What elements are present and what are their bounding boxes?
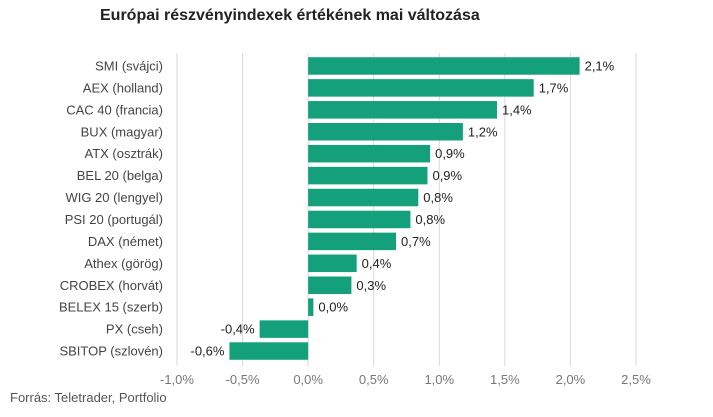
bar bbox=[229, 342, 309, 360]
bar bbox=[308, 188, 419, 207]
bar bbox=[308, 210, 411, 229]
category-label: WIG 20 (lengyel) bbox=[65, 190, 163, 205]
x-tick-label: 0,5% bbox=[359, 372, 389, 387]
bar bbox=[308, 232, 397, 251]
value-label: 0,8% bbox=[415, 212, 445, 227]
value-label: 1,7% bbox=[539, 80, 569, 95]
x-tick-label: 2,5% bbox=[621, 372, 651, 387]
x-tick-label: 2,0% bbox=[556, 372, 586, 387]
bar bbox=[308, 254, 357, 273]
value-label: 1,4% bbox=[502, 102, 532, 117]
category-label: ATX (osztrák) bbox=[85, 146, 164, 161]
x-tick-label: 1,0% bbox=[424, 372, 454, 387]
value-label: 0,7% bbox=[401, 234, 431, 249]
value-label: 0,9% bbox=[435, 146, 465, 161]
value-label: -0,4% bbox=[221, 322, 255, 337]
bar bbox=[308, 144, 431, 163]
grid-lines bbox=[176, 53, 637, 366]
category-labels: SMI (svájci) AEX (holland) CAC 40 (francia… bbox=[59, 58, 163, 358]
x-tick-label: -1,0% bbox=[160, 372, 194, 387]
x-tick-label: 0,0% bbox=[293, 372, 323, 387]
category-label: Athex (görög) bbox=[84, 256, 163, 271]
bar bbox=[308, 276, 352, 294]
category-label: PSI 20 (portugál) bbox=[65, 212, 163, 227]
category-label: DAX (német) bbox=[88, 234, 163, 249]
bar bbox=[308, 79, 534, 97]
category-label: SBITOP (szlovén) bbox=[59, 344, 163, 359]
value-label: 0,4% bbox=[362, 256, 392, 271]
value-label: 0,8% bbox=[423, 190, 453, 205]
category-label: CROBEX (horvát) bbox=[60, 278, 163, 293]
value-label: -0,6% bbox=[190, 344, 224, 359]
category-label: CAC 40 (francia) bbox=[66, 102, 163, 117]
value-labels: 2,1%1,7%1,4%1,2%0,9%0,9%0,8%0,8%0,7%0,4%… bbox=[190, 58, 614, 358]
x-tick-label: -0,5% bbox=[226, 372, 260, 387]
x-tick-label: 1,5% bbox=[490, 372, 520, 387]
value-label: 0,9% bbox=[432, 168, 462, 183]
bar bbox=[308, 57, 580, 75]
category-label: BUX (magyar) bbox=[81, 124, 163, 139]
category-label: PX (cseh) bbox=[106, 322, 163, 337]
bar bbox=[308, 298, 314, 316]
value-label: 0,3% bbox=[356, 278, 386, 293]
bars bbox=[229, 57, 580, 360]
bar bbox=[259, 320, 309, 338]
bar bbox=[308, 123, 463, 141]
category-label: BELEX 15 (szerb) bbox=[59, 300, 163, 315]
value-label: 2,1% bbox=[585, 58, 615, 73]
source-note: Forrás: Teletrader, Portfolio bbox=[10, 390, 167, 405]
bar bbox=[308, 166, 428, 185]
category-label: BEL 20 (belga) bbox=[77, 168, 163, 183]
bar bbox=[308, 101, 497, 119]
category-label: AEX (holland) bbox=[83, 80, 163, 95]
chart-title: Európai részvényindexek értékének mai vá… bbox=[100, 7, 480, 24]
x-axis-ticks: -1,0% -0,5% 0,0% 0,5% 1,0% 1,5% 2,0% 2,5% bbox=[160, 372, 651, 387]
category-label: SMI (svájci) bbox=[95, 58, 163, 73]
value-label: 0,0% bbox=[318, 300, 348, 315]
value-label: 1,2% bbox=[468, 124, 498, 139]
